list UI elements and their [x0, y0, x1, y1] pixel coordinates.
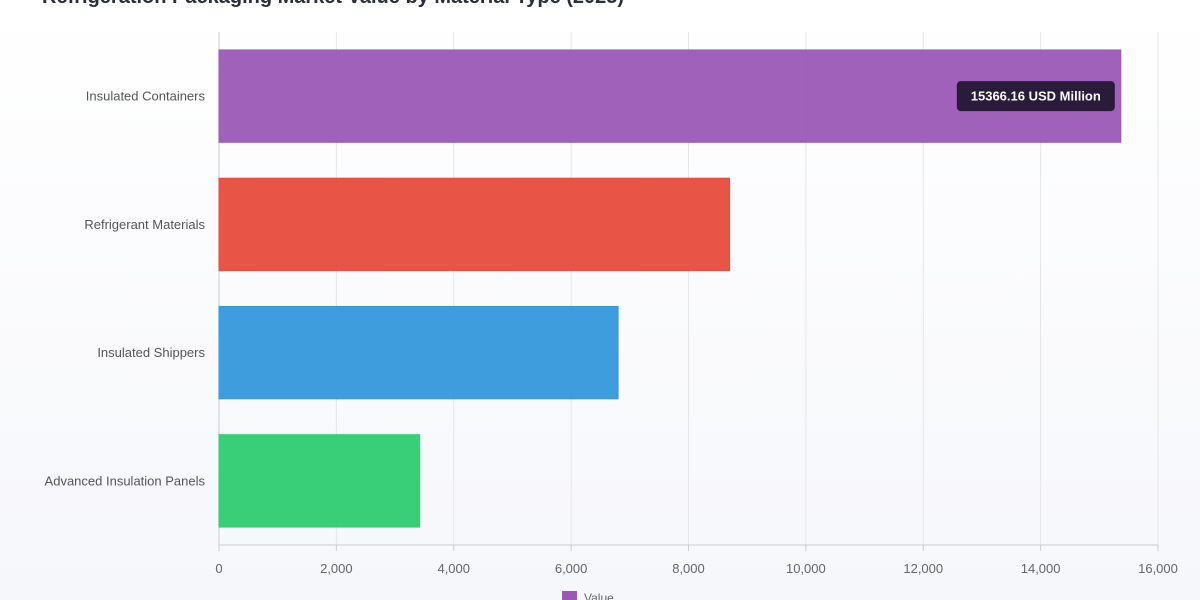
chart-title: Refrigeration Packaging Market Value by …	[42, 0, 624, 9]
x-tick-label: 16,000	[1138, 561, 1178, 576]
bar-advanced-insulation-panels[interactable]	[218, 434, 421, 528]
category-label: Insulated Containers	[86, 89, 206, 104]
tooltip-text: 15366.16 USD Million	[971, 89, 1101, 104]
x-tick-label: 10,000	[786, 561, 826, 576]
bar-insulated-shippers[interactable]	[218, 305, 619, 400]
x-tick-label: 14,000	[1021, 561, 1061, 576]
x-tick-label: 0	[215, 561, 222, 576]
legend-swatch[interactable]	[562, 591, 577, 600]
x-tick-label: 2,000	[320, 561, 353, 576]
category-label: Refrigerant Materials	[84, 217, 205, 232]
x-tick-label: 12,000	[903, 561, 943, 576]
x-tick-label: 6,000	[555, 561, 588, 576]
tooltip-box	[956, 81, 1115, 112]
category-label: Insulated Shippers	[97, 345, 205, 360]
x-tick-label: 4,000	[437, 561, 470, 576]
x-tick-label: 8,000	[672, 561, 705, 576]
legend-label[interactable]: Value	[584, 591, 614, 600]
category-label: Advanced Insulation Panels	[45, 473, 206, 488]
bar-refrigerant-materials[interactable]	[218, 177, 731, 272]
